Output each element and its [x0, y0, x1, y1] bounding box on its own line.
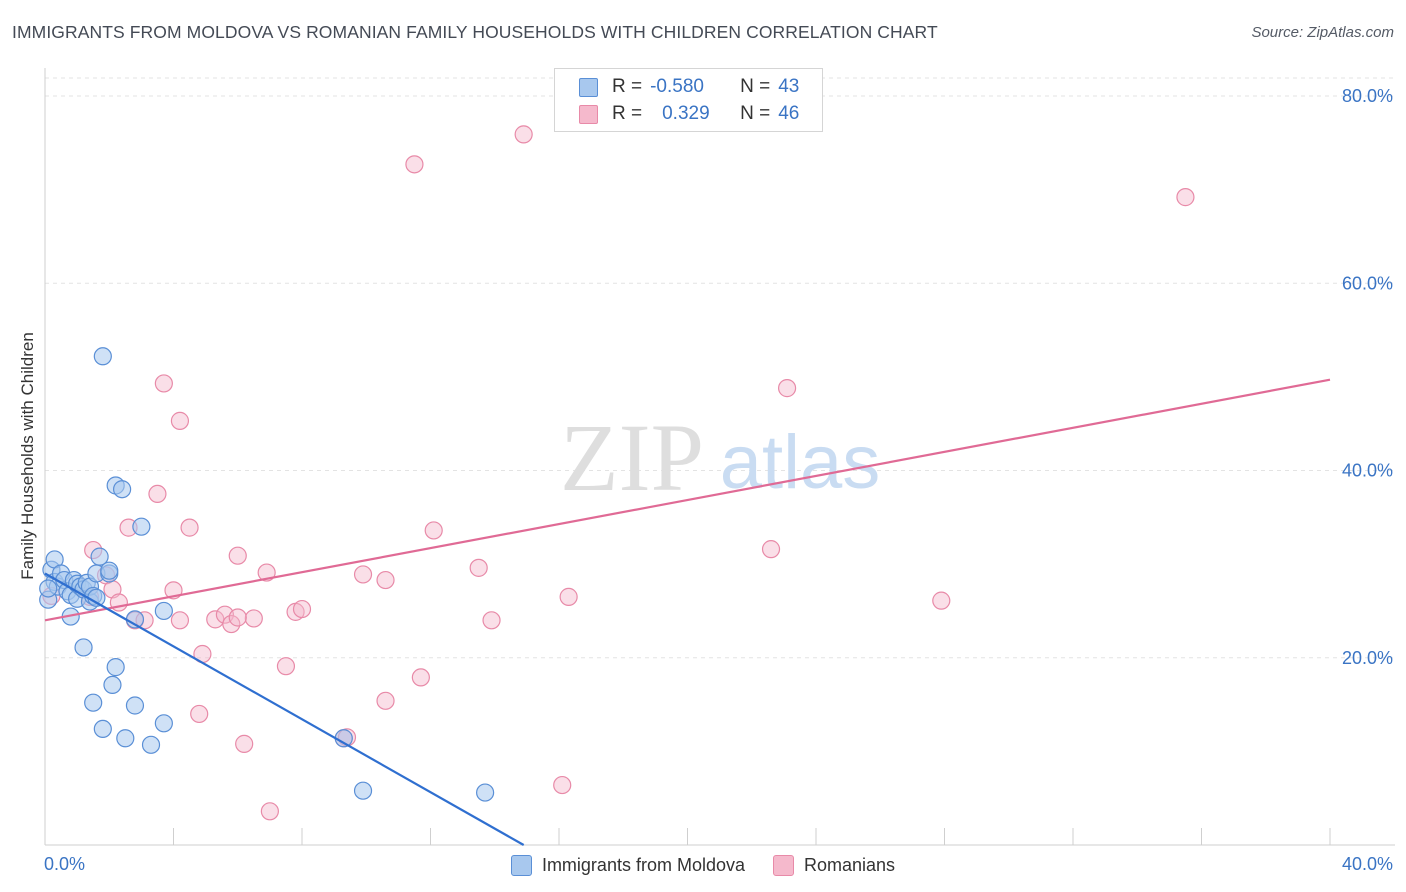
romanians-point [180, 518, 199, 537]
moldova-point [100, 561, 119, 580]
moldova-swatch [579, 77, 598, 97]
romanians-point [424, 521, 443, 540]
y-axis-title: Family Households with Children [18, 332, 37, 580]
romanians-point [190, 704, 209, 724]
watermark-atlas: atlas [720, 420, 881, 505]
moldova-point [154, 601, 173, 621]
r-label: R = [612, 103, 643, 124]
romanians-point [761, 540, 781, 559]
romanians-point [276, 657, 296, 676]
y-tick-label: 60.0% [1342, 273, 1393, 293]
romanians-point [405, 155, 424, 174]
romanians-point [777, 379, 797, 398]
moldova-point [132, 517, 151, 536]
legend-row-moldova: R = -0.580 N = 43 [579, 75, 799, 99]
r-label: R = [612, 76, 643, 97]
romanians-point [260, 802, 279, 821]
romanians-trend-line [44, 378, 1331, 622]
legend-item-romanians[interactable]: Romanians [773, 854, 896, 876]
stats-legend: R = -0.580 N = 43 R = 0.329 N = 46 [554, 68, 823, 132]
moldova-point [112, 480, 132, 499]
romanians-point [553, 775, 572, 795]
x-tick-label: 40.0% [1342, 854, 1393, 874]
moldova-point [93, 347, 112, 366]
source-credit: Source: ZipAtlas.com [1251, 24, 1394, 41]
axes [44, 68, 1395, 846]
tick-labels: 20.0% 40.0% 60.0% 80.0% 0.0% 40.0% [44, 86, 1393, 874]
romanians-point [228, 608, 247, 627]
romanians-swatch [579, 104, 598, 124]
moldova-point [106, 658, 125, 677]
romanians-point [353, 565, 373, 584]
legend-label-moldova: Immigrants from Moldova [541, 854, 745, 875]
moldova-point [476, 783, 495, 802]
romanians-point [411, 668, 430, 687]
n-label: N = [740, 103, 771, 124]
y-tick-label: 80.0% [1342, 86, 1393, 106]
moldova-point [125, 696, 145, 715]
moldova-point [93, 719, 112, 739]
romanians-point [376, 570, 395, 590]
romanians-legend-swatch [773, 854, 794, 876]
series-legend: Immigrants from Moldova Romanians [0, 852, 1406, 878]
gridlines [45, 77, 1395, 659]
legend-item-moldova[interactable]: Immigrants from Moldova [510, 854, 745, 876]
r-value: 0.329 [662, 103, 710, 124]
n-value: 43 [778, 76, 800, 97]
moldova-point [74, 638, 93, 657]
n-value: 46 [778, 103, 800, 124]
moldova-point [103, 675, 122, 695]
y-tick-label: 40.0% [1342, 461, 1393, 481]
x-tick-label: 0.0% [44, 854, 85, 874]
romanians-point [1176, 188, 1195, 207]
romanians-point [154, 374, 173, 393]
romanians-point [235, 734, 254, 753]
legend-row-romanians: R = 0.329 N = 46 [579, 102, 799, 126]
romanians-point [469, 558, 488, 577]
moldova-point [353, 781, 373, 800]
moldova-point [84, 693, 103, 712]
moldova-point [39, 579, 58, 598]
romanians-point [228, 546, 247, 565]
romanians-point [376, 691, 395, 710]
romanians-point [148, 484, 167, 504]
romanians-point [559, 587, 578, 606]
romanians-point [222, 614, 241, 634]
legend-label-romanians: Romanians [804, 854, 896, 875]
chart-title: IMMIGRANTS FROM MOLDOVA VS ROMANIAN FAMI… [12, 22, 938, 42]
moldova-point [154, 714, 173, 733]
trend-lines [44, 378, 1331, 846]
romanians-point [257, 563, 276, 582]
watermark-zip: ZIP [560, 404, 704, 511]
romanians-point [482, 611, 501, 630]
romanians-point [244, 609, 263, 628]
r-value: -0.580 [650, 76, 704, 97]
romanians-point [932, 591, 951, 610]
romanians-point [170, 411, 190, 430]
moldova-point [116, 729, 135, 748]
moldova-trend-line [44, 572, 525, 846]
moldova-point [90, 547, 109, 566]
romanians-point [514, 125, 533, 144]
watermark: ZIP atlas [560, 404, 880, 511]
n-label: N = [740, 76, 771, 97]
moldova-point [141, 735, 161, 754]
romanians-point [170, 611, 190, 630]
romanians-point [292, 599, 312, 619]
moldova-legend-swatch [510, 854, 532, 876]
y-tick-label: 20.0% [1342, 648, 1393, 668]
